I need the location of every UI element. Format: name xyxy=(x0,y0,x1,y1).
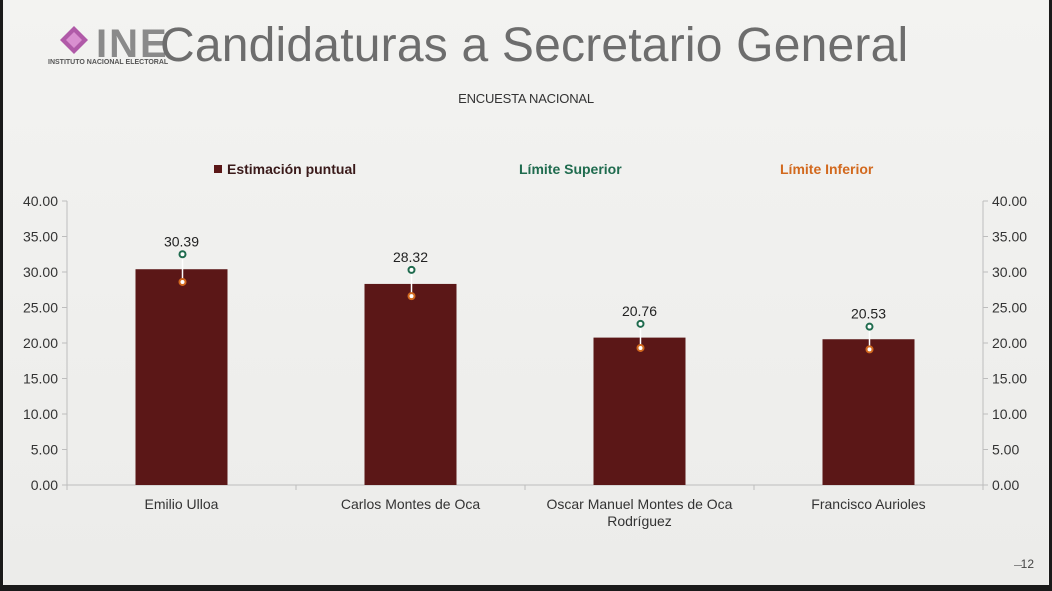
data-label: 20.76 xyxy=(622,303,657,319)
page-number-dash xyxy=(1014,565,1022,566)
y-tick-label-right: 0.00 xyxy=(992,477,1019,493)
page-number: 12 xyxy=(1020,557,1034,571)
y-tick-label-right: 40.00 xyxy=(992,193,1027,209)
y-tick-label-left: 25.00 xyxy=(23,300,58,316)
y-tick-label-left: 0.00 xyxy=(31,477,58,493)
left-border xyxy=(0,0,3,591)
upper-limit-marker xyxy=(636,319,645,328)
bar xyxy=(822,339,915,485)
lower-limit-marker xyxy=(636,343,645,352)
y-tick-label-left: 20.00 xyxy=(23,335,58,351)
y-tick-label-right: 30.00 xyxy=(992,264,1027,280)
bar xyxy=(364,283,457,485)
y-tick-label-left: 35.00 xyxy=(23,229,58,245)
y-tick-label-left: 10.00 xyxy=(23,406,58,422)
category-label: Rodríguez xyxy=(607,513,672,529)
upper-limit-marker xyxy=(407,265,416,274)
bar xyxy=(135,269,228,485)
category-label: Carlos Montes de Oca xyxy=(341,496,480,512)
upper-limit-marker xyxy=(178,250,187,259)
data-label: 20.53 xyxy=(851,306,886,322)
y-tick-label-left: 40.00 xyxy=(23,193,58,209)
bottom-border xyxy=(0,585,1052,591)
category-label: Francisco Aurioles xyxy=(811,496,925,512)
category-label: Emilio Ulloa xyxy=(145,496,219,512)
ine-logo-icon xyxy=(60,26,88,54)
data-label: 30.39 xyxy=(164,233,199,249)
lower-limit-marker xyxy=(865,345,874,354)
lower-limit-marker xyxy=(407,292,416,301)
chart-subtitle: ENCUESTA NACIONAL xyxy=(458,91,594,106)
ine-logo: INE INSTITUTO NACIONAL ELECTORAL xyxy=(48,22,188,72)
upper-limit-marker xyxy=(865,322,874,331)
category-label: Oscar Manuel Montes de Oca xyxy=(547,496,733,512)
y-tick-label-right: 25.00 xyxy=(992,300,1027,316)
logo-text: INE xyxy=(96,22,169,66)
legend-point-label: Estimación puntual xyxy=(227,161,357,177)
y-tick-label-left: 5.00 xyxy=(31,442,58,458)
lower-limit-marker xyxy=(178,277,187,286)
legend-swatch xyxy=(214,165,222,173)
bar xyxy=(593,337,686,485)
y-tick-label-right: 20.00 xyxy=(992,335,1027,351)
legend-lower-limit: Límite Inferior xyxy=(780,161,874,177)
y-tick-label-left: 30.00 xyxy=(23,264,58,280)
y-tick-label-right: 5.00 xyxy=(992,442,1019,458)
y-tick-label-left: 15.00 xyxy=(23,371,58,387)
logo-subtext: INSTITUTO NACIONAL ELECTORAL xyxy=(48,59,169,66)
page-title: Candidaturas a Secretario General xyxy=(160,19,909,72)
legend-upper-limit: Límite Superior xyxy=(519,161,622,177)
y-tick-label-right: 15.00 xyxy=(992,371,1027,387)
data-label: 28.32 xyxy=(393,249,428,265)
y-tick-label-right: 35.00 xyxy=(992,229,1027,245)
y-tick-label-right: 10.00 xyxy=(992,406,1027,422)
right-border xyxy=(1049,0,1052,591)
legend-point-estimate: Estimación puntual xyxy=(214,161,356,177)
